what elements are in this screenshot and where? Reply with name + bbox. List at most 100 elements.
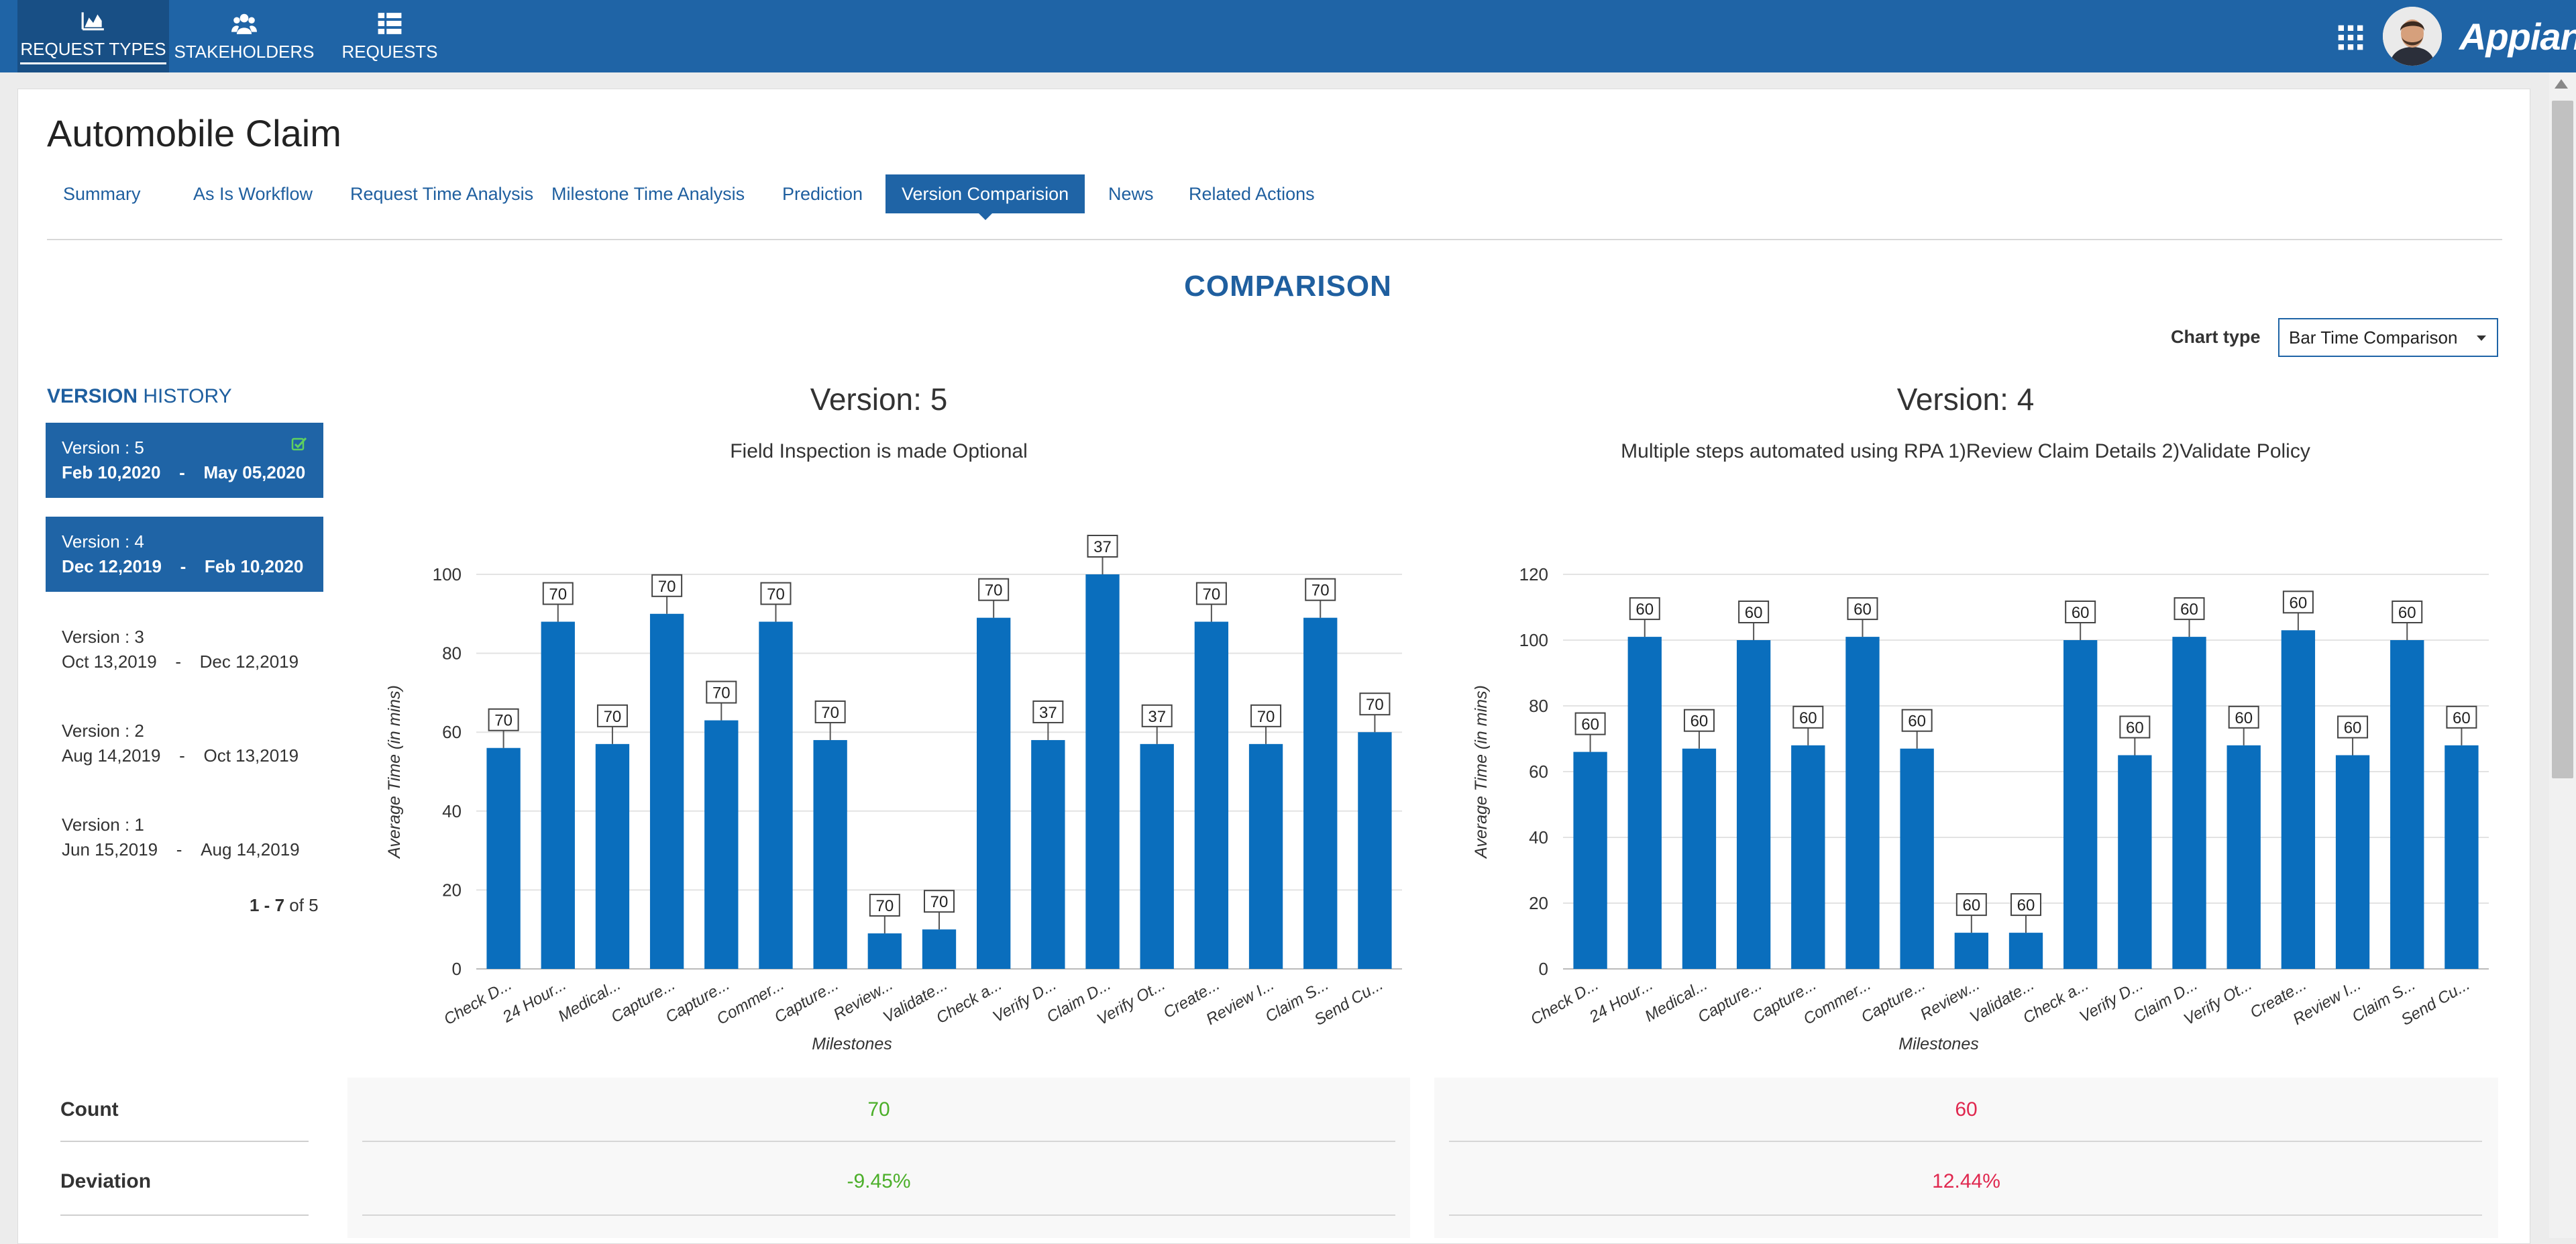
tab-request-time-analysis[interactable]: Request Time Analysis	[350, 184, 534, 204]
count-value-version-4: 60	[1955, 1098, 1978, 1121]
data-label: 60	[1635, 601, 1654, 619]
data-label: 70	[1311, 582, 1330, 600]
version-date-range: Jun 15,2019- Aug 14,2019	[62, 839, 323, 860]
data-label-box	[1574, 712, 1606, 735]
data-label: 60	[2180, 601, 2198, 619]
x-tick-label: Check D...	[441, 976, 515, 1029]
bar	[649, 613, 684, 969]
data-label-box	[706, 680, 737, 704]
bar	[2445, 745, 2479, 969]
version-date-range: Aug 14,2019- Oct 13,2019	[62, 745, 323, 766]
nav-label: REQUEST TYPES	[20, 39, 166, 64]
y-tick-label: 20	[442, 880, 462, 900]
tab-prediction[interactable]: Prediction	[782, 184, 863, 204]
version-item-3[interactable]: Version : 3 Oct 13,2019- Dec 12,2019	[46, 612, 323, 687]
stats-panel-left	[347, 1078, 1410, 1238]
data-label-box	[2228, 705, 2259, 729]
data-label: 37	[1039, 704, 1057, 722]
user-avatar[interactable]	[2383, 7, 2442, 66]
nav-request-types[interactable]: REQUEST TYPES	[17, 0, 169, 72]
brand-logo[interactable]: Appian	[2459, 15, 2576, 58]
tab-version-comparision[interactable]: Version Comparision	[885, 174, 1085, 220]
version-end-date: Feb 10,2020	[204, 556, 304, 576]
version-label: Version : 2	[62, 721, 144, 741]
version-label: Version : 1	[62, 815, 144, 835]
y-tick-label: 120	[1519, 564, 1548, 584]
tab-news[interactable]: News	[1108, 184, 1154, 204]
bar	[867, 933, 902, 969]
stat-label-count: Count	[60, 1098, 119, 1121]
data-label: 60	[2344, 719, 2362, 737]
stat-label-deviation: Deviation	[60, 1170, 152, 1192]
tab-related-actions[interactable]: Related Actions	[1189, 184, 1315, 204]
data-label-box	[978, 578, 1010, 601]
stat-divider	[1449, 1141, 2482, 1142]
data-label-box	[488, 708, 519, 731]
chart-type-dropdown[interactable]: Bar Time Comparison	[2278, 318, 2498, 357]
stat-divider	[60, 1141, 309, 1142]
scrollbar-thumb[interactable]	[2552, 101, 2573, 778]
nav-stakeholders[interactable]: STAKEHOLDERS	[173, 0, 315, 72]
data-label: 37	[1148, 708, 1166, 726]
bar	[1194, 621, 1229, 969]
bar	[2281, 630, 2316, 969]
data-label: 60	[1690, 713, 1709, 731]
tab-milestone-time-analysis[interactable]: Milestone Time Analysis	[551, 184, 745, 204]
version-item-5[interactable]: Version : 5 Feb 10,2020- May 05,2020	[46, 423, 323, 498]
stat-divider	[362, 1214, 1395, 1216]
data-label: 70	[658, 578, 676, 596]
chart-subtitle-version-4: Multiple steps automated using RPA 1)Rev…	[1621, 440, 2310, 462]
version-label: Version : 4	[62, 531, 144, 552]
data-label-box	[2174, 597, 2205, 621]
data-label-box	[2446, 705, 2477, 729]
apps-grid-icon[interactable]	[2337, 24, 2364, 51]
tab-summary[interactable]: Summary	[63, 184, 141, 204]
bar	[1248, 743, 1283, 969]
data-label-box	[2392, 601, 2423, 623]
y-axis-label: Average Time (in mins)	[1472, 685, 1491, 860]
data-label-box	[1359, 692, 1391, 716]
data-label: 60	[2072, 604, 2090, 622]
data-label: 70	[604, 708, 622, 726]
data-label-box	[924, 890, 955, 913]
version-pager: 1 - 7 of 5	[250, 895, 319, 916]
data-label: 70	[985, 582, 1003, 600]
bar	[1031, 739, 1065, 969]
bar	[2335, 755, 2370, 969]
data-label-box	[1087, 535, 1118, 558]
bar	[2226, 745, 2261, 969]
y-tick-label: 60	[442, 722, 462, 742]
version-history-title-bold: VERSION	[47, 385, 138, 407]
version-item-4[interactable]: Version : 4 Dec 12,2019- Feb 10,2020	[46, 517, 323, 592]
data-label: 60	[1962, 896, 1980, 915]
data-label-box	[2337, 715, 2369, 739]
stat-divider	[60, 1214, 309, 1216]
data-label-box	[1629, 597, 1660, 621]
scroll-up-arrow-icon[interactable]	[2555, 79, 2568, 89]
data-label-box	[1032, 700, 1064, 723]
version-history-title-rest: HISTORY	[138, 385, 232, 407]
data-label: 60	[2017, 896, 2035, 915]
version-start-date: Dec 12,2019	[62, 556, 162, 576]
data-label: 70	[1366, 696, 1384, 714]
bar	[704, 720, 739, 969]
tab-divider	[47, 239, 2502, 240]
stat-divider	[362, 1141, 1395, 1142]
version-item-1[interactable]: Version : 1 Jun 15,2019- Aug 14,2019	[46, 800, 323, 875]
tab-as-is-workflow[interactable]: As Is Workflow	[193, 184, 313, 204]
data-label: 60	[2398, 604, 2416, 622]
nav-label: STAKEHOLDERS	[174, 41, 315, 62]
y-tick-label: 0	[1539, 959, 1548, 979]
chart-type-label: Chart type	[2171, 327, 2261, 347]
nav-requests[interactable]: REQUESTS	[321, 0, 459, 72]
nav-label: REQUESTS	[341, 41, 438, 62]
bar	[486, 747, 521, 969]
x-axis-label: Milestones	[1898, 1035, 1979, 1053]
deviation-value-version-5: -9.45%	[847, 1170, 911, 1192]
chart-subtitle-version-5: Field Inspection is made Optional	[730, 440, 1028, 462]
version-end-date: Oct 13,2019	[203, 745, 299, 766]
version-item-2[interactable]: Version : 2 Aug 14,2019- Oct 13,2019	[46, 706, 323, 781]
data-label-box	[2282, 590, 2314, 614]
bar	[2390, 640, 2424, 969]
bar	[1736, 640, 1771, 969]
